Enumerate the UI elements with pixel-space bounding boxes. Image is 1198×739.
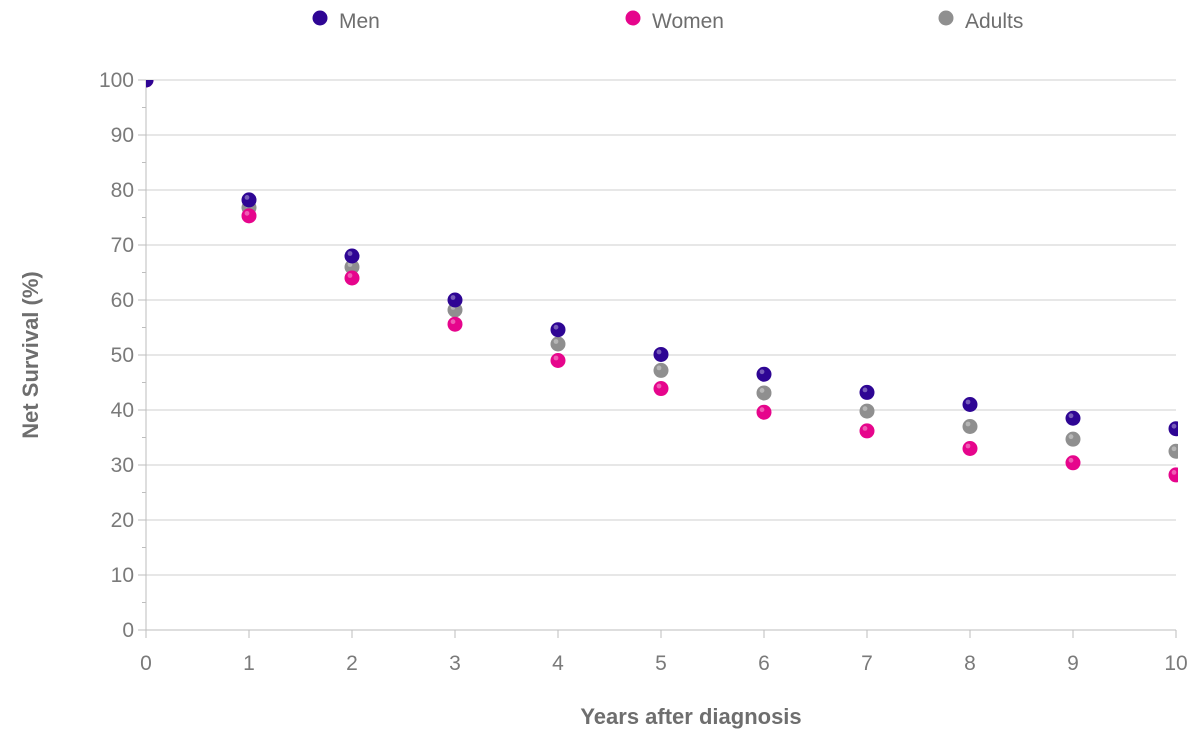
point-adults: [550, 336, 566, 352]
y-tick-label: 10: [111, 564, 134, 587]
point-men: [859, 384, 875, 400]
x-tick-label: 7: [861, 652, 873, 675]
point-adults: [1168, 443, 1178, 459]
point-women: [962, 441, 978, 456]
point-women-highlight: [965, 443, 971, 449]
x-tick-label: 5: [655, 652, 667, 675]
point-women: [344, 270, 360, 286]
point-adults-highlight: [965, 421, 971, 427]
point-adults-highlight: [1068, 434, 1074, 440]
point-men-highlight: [965, 399, 971, 405]
point-adults-highlight: [142, 75, 147, 80]
point-men-highlight: [862, 387, 868, 393]
y-tick-label: 50: [111, 344, 134, 367]
point-adults-highlight: [759, 388, 765, 393]
x-tick-label: 1: [243, 652, 255, 675]
y-tick-label: 40: [111, 399, 134, 422]
point-men-highlight: [450, 295, 456, 300]
point-adults-highlight: [1171, 446, 1177, 452]
y-tick-label: 60: [111, 289, 134, 312]
point-women-highlight: [759, 407, 765, 413]
point-women: [756, 404, 772, 420]
point-men-highlight: [1171, 423, 1177, 429]
y-axis-title: Net Survival (%): [18, 271, 43, 439]
point-adults: [756, 385, 772, 401]
y-tick-label: 70: [111, 234, 134, 257]
point-adults-highlight: [656, 365, 662, 371]
point-men: [1168, 421, 1178, 437]
point-adults: [653, 362, 669, 378]
point-men-highlight: [759, 369, 765, 375]
legend-marker-adults: [938, 10, 954, 26]
point-men: [447, 292, 463, 308]
point-men: [146, 80, 154, 88]
point-women-highlight: [450, 319, 456, 325]
point-men: [962, 397, 978, 412]
point-men-highlight: [142, 75, 147, 80]
legend-label-women: Women: [652, 10, 724, 33]
x-tick-label: 6: [758, 652, 770, 675]
point-men: [653, 346, 669, 362]
legend-item-women: Women: [625, 10, 724, 33]
point-men-highlight: [553, 324, 559, 330]
axis-layer: 0 10 20 30 40 50 60 70 80 90 100 0 1 2 3 4 5 6 7 8 9 10: [99, 69, 1188, 675]
grid-layer: [146, 79, 1176, 576]
point-women-highlight: [1171, 470, 1177, 475]
point-women: [859, 423, 875, 439]
y-tick-label: 30: [111, 454, 134, 477]
point-women-highlight: [553, 355, 559, 361]
x-tick-label: 10: [1164, 652, 1187, 675]
y-tick-label: 80: [111, 179, 134, 202]
y-tick-label: 0: [122, 619, 134, 642]
point-women-highlight: [1068, 457, 1074, 463]
point-women-highlight: [244, 210, 250, 216]
point-adults: [859, 403, 875, 419]
x-axis-title: Years after diagnosis: [580, 704, 801, 729]
point-adults-highlight: [553, 339, 559, 344]
point-women: [550, 353, 566, 368]
point-women: [241, 208, 257, 224]
legend: Men Women Adults: [312, 10, 1023, 33]
legend-label-adults: Adults: [965, 10, 1023, 33]
x-tick-label: 3: [449, 652, 461, 675]
point-men: [344, 248, 360, 264]
point-men: [1065, 410, 1081, 426]
point-men-highlight: [656, 349, 662, 355]
y-tick-label: 90: [111, 124, 134, 147]
y-tick-label: 100: [99, 69, 134, 92]
y-tick-label: 20: [111, 509, 134, 532]
point-women: [1065, 455, 1081, 471]
x-tick-label: 4: [552, 652, 564, 675]
legend-item-men: Men: [312, 10, 380, 33]
legend-label-men: Men: [339, 10, 380, 33]
point-women: [653, 381, 669, 397]
x-tick-label: 8: [964, 652, 976, 675]
point-adults: [962, 419, 978, 434]
legend-item-adults: Adults: [938, 10, 1023, 33]
point-women: [1168, 467, 1178, 483]
point-adults-highlight: [862, 406, 868, 411]
point-men: [241, 192, 257, 208]
point-women: [447, 316, 463, 332]
x-tick-label: 0: [140, 652, 152, 675]
point-women-highlight: [656, 383, 662, 389]
point-women-highlight: [142, 75, 147, 80]
point-men: [756, 366, 772, 382]
point-adults: [344, 259, 360, 275]
point-men-highlight: [1068, 413, 1074, 419]
point-women-highlight: [347, 273, 353, 278]
x-tick-label: 2: [346, 652, 358, 675]
point-men-highlight: [347, 251, 353, 256]
legend-marker-men: [312, 10, 328, 26]
legend-marker-women: [625, 10, 641, 26]
points-layer: [142, 75, 1178, 483]
point-men: [550, 322, 566, 338]
point-men-highlight: [244, 195, 250, 200]
point-women-highlight: [862, 426, 868, 431]
x-tick-label: 9: [1067, 652, 1079, 675]
point-adults: [1065, 431, 1081, 447]
